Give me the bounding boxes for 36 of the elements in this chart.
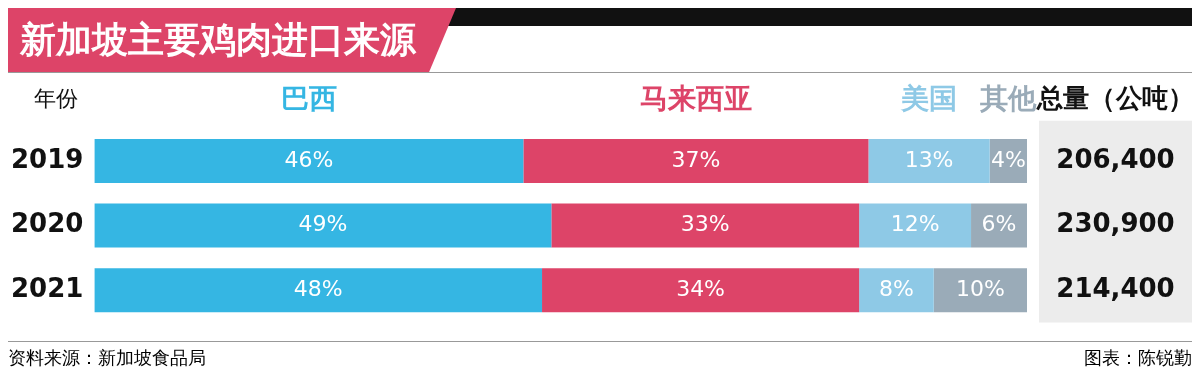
data-label: 46% (284, 146, 334, 172)
data-label: 34% (676, 275, 726, 301)
text: 总量（公吨） (1036, 83, 1194, 114)
bar (94, 268, 543, 313)
series-label: 巴西 (280, 82, 337, 115)
data-label: 6% (981, 211, 1017, 237)
series-label: 美国 (899, 82, 958, 115)
data-label: 8% (878, 275, 914, 301)
y-axis-title: 年份 (33, 86, 79, 112)
bar (551, 203, 860, 248)
data-label: 33% (680, 211, 730, 237)
bar (94, 138, 524, 183)
bar (523, 138, 869, 183)
data-label: 49% (298, 211, 348, 237)
text: 资料来源：新加坡食品局 (8, 346, 206, 370)
data-label: 4% (990, 146, 1026, 172)
bar (933, 268, 1027, 313)
text: 230,900 (1056, 208, 1175, 239)
data-label: 12% (890, 211, 940, 237)
data-label: 10% (955, 275, 1005, 301)
text: 206,400 (1056, 143, 1175, 174)
y-tick-label: 2019 (11, 143, 84, 174)
bar (868, 138, 990, 183)
text: 214,400 (1056, 273, 1175, 303)
data-label: 13% (904, 146, 954, 172)
chart-title: 新加坡主要鸡肉进口来源 (8, 8, 456, 72)
bar (859, 268, 934, 313)
bar (859, 203, 972, 248)
text: 图表：陈锐勤 (1084, 346, 1192, 370)
y-tick-label: 2021 (11, 273, 84, 303)
series-label: 马来西亚 (639, 82, 753, 115)
y-tick-label: 2020 (11, 208, 84, 239)
bar (542, 268, 860, 313)
data-label: 37% (671, 146, 721, 172)
bar (94, 203, 552, 248)
data-label: 48% (293, 275, 343, 301)
